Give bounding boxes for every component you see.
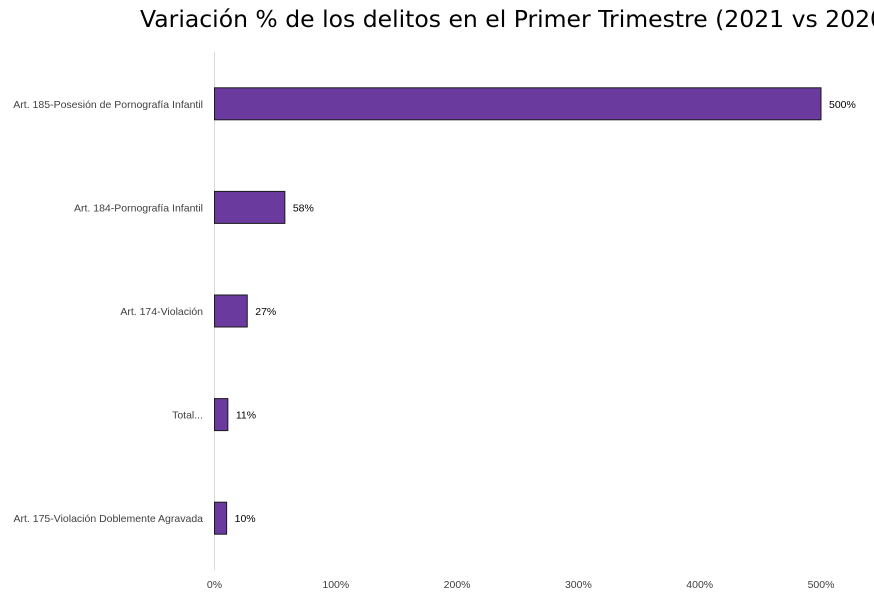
category-label: Art. 184-Pornografía Infantil [74,202,203,214]
x-axis-tick-labels: 0% 100% 200% 300% 400% 500% [207,579,835,591]
x-tick-label: 500% [808,579,835,591]
bar-total [214,398,229,432]
data-labels: 500% 58% 27% 11% 10% [235,99,856,525]
category-label: Art. 175-Violación Doblemente Agravada [13,513,203,525]
bar-art-184-pornografia-infantil [214,190,286,224]
bar-art-175-violacion-doblemente-agravada [214,501,228,535]
data-label: 58% [293,202,314,214]
category-labels: Art. 185-Posesión de Pornografía Infanti… [13,99,203,525]
x-tick-label: 0% [207,579,222,591]
x-tick-label: 400% [686,579,713,591]
data-label: 500% [829,99,856,111]
x-tick-label: 100% [322,579,349,591]
bars-group [214,87,822,535]
x-tick-label: 300% [565,579,592,591]
category-label: Art. 174-Violación [120,306,203,318]
category-label: Total... [172,410,203,422]
chart-title: Variación % de los delitos en el Primer … [140,5,874,33]
category-label: Art. 185-Posesión de Pornografía Infanti… [13,99,203,111]
bar-art-185-posesion-de-pornografia-infantil [214,87,822,121]
x-tick-label: 200% [444,579,471,591]
bar-art-174-violacion [214,294,248,328]
data-label: 10% [235,513,256,525]
data-label: 27% [255,306,276,318]
data-label: 11% [236,410,256,422]
